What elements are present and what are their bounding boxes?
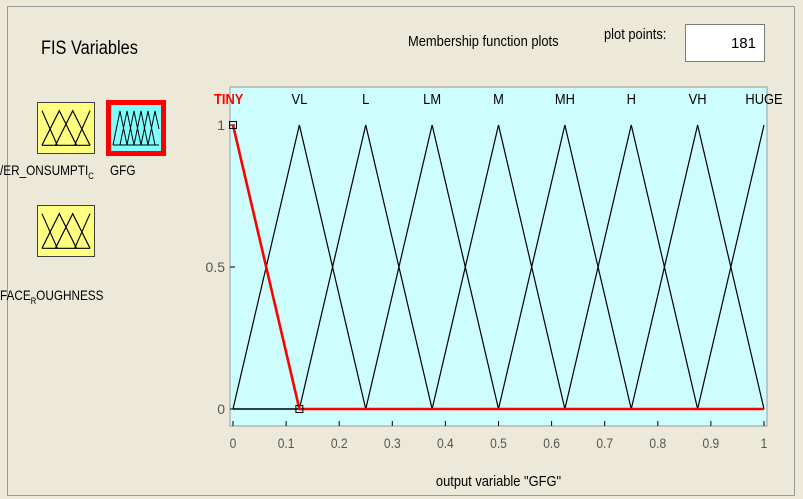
y-tick-label: 0.5: [206, 259, 226, 275]
membership-thumbnail-icon: [41, 212, 91, 249]
plot-area[interactable]: [229, 86, 768, 427]
fis-output-label: GFG: [110, 162, 136, 178]
fis-input1-label: /ER_ONSUMPTIC: [0, 162, 94, 181]
mf-label-m[interactable]: M: [493, 90, 504, 107]
mf-label-l[interactable]: L: [362, 90, 369, 107]
x-tick-label: 0.7: [596, 435, 613, 451]
fis-input-variable-consumption[interactable]: [37, 102, 95, 154]
x-tick-label: 0: [230, 435, 237, 451]
mf-line-lm[interactable]: [365, 124, 500, 410]
y-tick-label: 0: [217, 401, 225, 417]
mf-line-vl[interactable]: [232, 124, 367, 410]
mf-vertex-handle[interactable]: [295, 405, 304, 413]
mf-label-huge[interactable]: HUGE: [745, 90, 782, 107]
x-tick-label: 0.9: [703, 435, 720, 451]
mf-line-m[interactable]: [431, 124, 566, 410]
mf-line-vh[interactable]: [630, 124, 765, 410]
y-tick-label: 1: [217, 117, 225, 133]
plot-points-label: plot points:: [604, 26, 667, 43]
mf-line-huge[interactable]: [697, 124, 765, 410]
mf-label-tiny[interactable]: TINY: [214, 90, 244, 107]
membership-thumbnail-icon: [41, 109, 91, 146]
x-tick-label: 0.2: [331, 435, 348, 451]
fis-output-variable-gfg[interactable]: [106, 100, 166, 156]
mf-label-mh[interactable]: MH: [555, 90, 575, 107]
fis-variables-title: FIS Variables: [41, 38, 138, 59]
fis-input-variable-roughness[interactable]: [37, 205, 95, 257]
membership-function-plots-title: Membership function plots: [408, 33, 559, 50]
x-tick-label: 0.4: [437, 435, 454, 451]
x-tick-label: 1: [761, 435, 768, 451]
plot-points-input[interactable]: [685, 24, 765, 62]
x-tick-label: 0.1: [278, 435, 295, 451]
mf-label-h[interactable]: H: [627, 90, 636, 107]
x-axis-title: output variable "GFG": [436, 472, 561, 489]
mf-line-tiny-selected[interactable]: [231, 124, 764, 411]
membership-thumbnail-icon: [112, 110, 160, 146]
x-tick-label: 0.3: [384, 435, 401, 451]
mf-line-l[interactable]: [298, 124, 433, 410]
fis-input2-label: FACEROUGHNESS: [0, 287, 104, 306]
mf-label-vl[interactable]: VL: [291, 90, 307, 107]
x-tick-label: 0.8: [649, 435, 666, 451]
x-tick-label: 0.5: [490, 435, 507, 451]
x-tick-label: 0.6: [543, 435, 560, 451]
mf-label-vh[interactable]: VH: [689, 90, 707, 107]
mf-vertex-handle[interactable]: [229, 121, 237, 129]
mf-label-lm[interactable]: LM: [423, 90, 441, 107]
mf-line-h[interactable]: [564, 124, 699, 410]
mf-line-mh[interactable]: [497, 124, 632, 410]
